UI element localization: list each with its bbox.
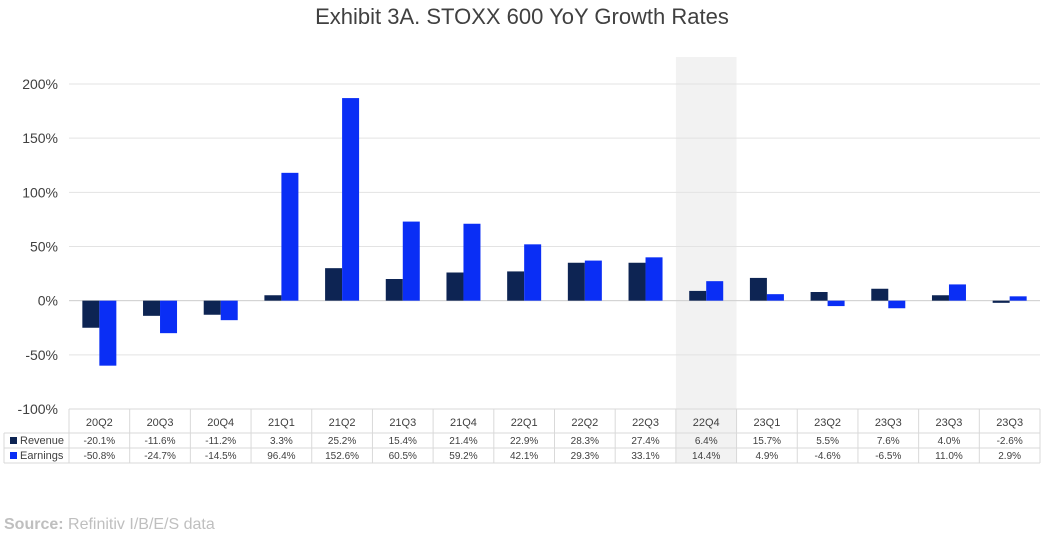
revenue-bar (385, 279, 403, 301)
x-tick-label: 23Q3 (936, 417, 963, 429)
data-label: 15.7% (753, 436, 781, 447)
x-tick-label: 22Q1 (511, 417, 538, 429)
data-label: 28.3% (571, 436, 599, 447)
data-label: -14.5% (205, 451, 237, 462)
x-tick-label: 22Q2 (571, 417, 598, 429)
revenue-bar (446, 272, 464, 301)
x-tick-label: 21Q2 (329, 417, 356, 429)
data-label: 3.3% (270, 436, 293, 447)
revenue-bar (689, 290, 707, 301)
revenue-bar (507, 271, 525, 301)
revenue-bar (992, 300, 1010, 303)
earnings-bar (281, 172, 299, 301)
data-label: 2.9% (998, 451, 1021, 462)
x-tick-label: 22Q3 (632, 417, 659, 429)
earnings-bar (706, 281, 724, 301)
y-tick-label: 0% (38, 293, 58, 309)
revenue-bar (143, 300, 161, 316)
revenue-bar (749, 277, 767, 301)
revenue-bar (931, 295, 949, 301)
earnings-bar (524, 244, 542, 301)
data-label: 59.2% (449, 451, 477, 462)
earnings-bar (584, 260, 602, 301)
source-text: Refinitiv I/B/E/S data (63, 516, 215, 533)
data-label: 42.1% (510, 451, 538, 462)
y-tick-label: -50% (25, 347, 58, 363)
data-label: 14.4% (692, 451, 720, 462)
earnings-bar (463, 223, 481, 301)
x-tick-label: 23Q3 (996, 417, 1023, 429)
data-label: 11.0% (935, 451, 963, 462)
y-tick-label: 200% (22, 76, 58, 92)
data-label: -11.2% (205, 436, 236, 447)
earnings-bar (1009, 296, 1027, 301)
x-tick-label: 20Q4 (207, 417, 234, 429)
data-label: 15.4% (389, 436, 417, 447)
data-label: 152.6% (325, 451, 359, 462)
y-tick-label: 50% (30, 239, 58, 255)
earnings-bar (99, 300, 117, 366)
legend-label: Revenue (20, 435, 64, 447)
revenue-bar (264, 295, 282, 301)
legend-label: Earnings (20, 450, 64, 462)
data-label: -2.6% (997, 436, 1023, 447)
data-label: 27.4% (631, 436, 659, 447)
y-tick-label: 150% (22, 130, 58, 146)
revenue-bar (871, 288, 889, 301)
x-tick-label: 20Q3 (147, 417, 174, 429)
revenue-bar (567, 262, 585, 301)
bar-chart: 200% 150% 100% 50% 0% -50% -100% 20Q2 20Q3 20Q4 21… (3, 57, 1041, 464)
x-tick-label: 23Q1 (753, 417, 780, 429)
data-label: -11.6% (145, 436, 176, 447)
data-label: 6.4% (695, 436, 718, 447)
earnings-bar (160, 300, 178, 334)
revenue-bar (810, 292, 828, 301)
revenue-bar (203, 300, 221, 315)
earnings-bar (220, 300, 238, 321)
data-label: -4.6% (815, 451, 841, 462)
earnings-bar (827, 300, 845, 307)
earnings-bar (948, 284, 966, 301)
chart-title: Exhibit 3A. STOXX 600 YoY Growth Rates (315, 4, 729, 29)
x-tick-label: 22Q4 (693, 417, 720, 429)
data-label: 60.5% (389, 451, 417, 462)
x-tick-label: 21Q1 (268, 417, 295, 429)
data-label: 4.0% (938, 436, 961, 447)
data-label: 22.9% (510, 436, 538, 447)
x-tick-label: 21Q4 (450, 417, 477, 429)
source-label: Source: (4, 516, 64, 533)
x-tick-label: 23Q2 (814, 417, 841, 429)
data-label: 25.2% (328, 436, 356, 447)
y-tick-label: -100% (18, 401, 58, 417)
data-label: -50.8% (84, 451, 116, 462)
x-tick-label: 23Q3 (875, 417, 902, 429)
revenue-bar (325, 268, 343, 301)
data-label: -6.5% (875, 451, 901, 462)
y-tick-label: 100% (22, 184, 58, 200)
data-label: 21.4% (449, 436, 477, 447)
earnings-bar (402, 221, 420, 301)
earnings-bar (645, 257, 663, 301)
data-label: 7.6% (877, 436, 900, 447)
source-note: Source: Refinitiv I/B/E/S data (4, 516, 215, 534)
data-label: 5.5% (816, 436, 839, 447)
earnings-bar (888, 300, 906, 309)
revenue-bar (628, 262, 646, 301)
legend-swatch (10, 452, 17, 459)
data-label: 4.9% (756, 451, 779, 462)
data-label: 29.3% (571, 451, 599, 462)
data-label: -20.1% (84, 436, 116, 447)
data-label: -24.7% (144, 451, 176, 462)
highlight-band (675, 57, 737, 463)
revenue-bar (82, 300, 100, 328)
data-label: 96.4% (267, 451, 295, 462)
earnings-bar (766, 294, 784, 301)
data-label: 33.1% (631, 451, 659, 462)
legend-swatch (10, 437, 17, 444)
earnings-bar (342, 98, 360, 301)
x-tick-label: 21Q3 (389, 417, 416, 429)
x-tick-label: 20Q2 (86, 417, 113, 429)
